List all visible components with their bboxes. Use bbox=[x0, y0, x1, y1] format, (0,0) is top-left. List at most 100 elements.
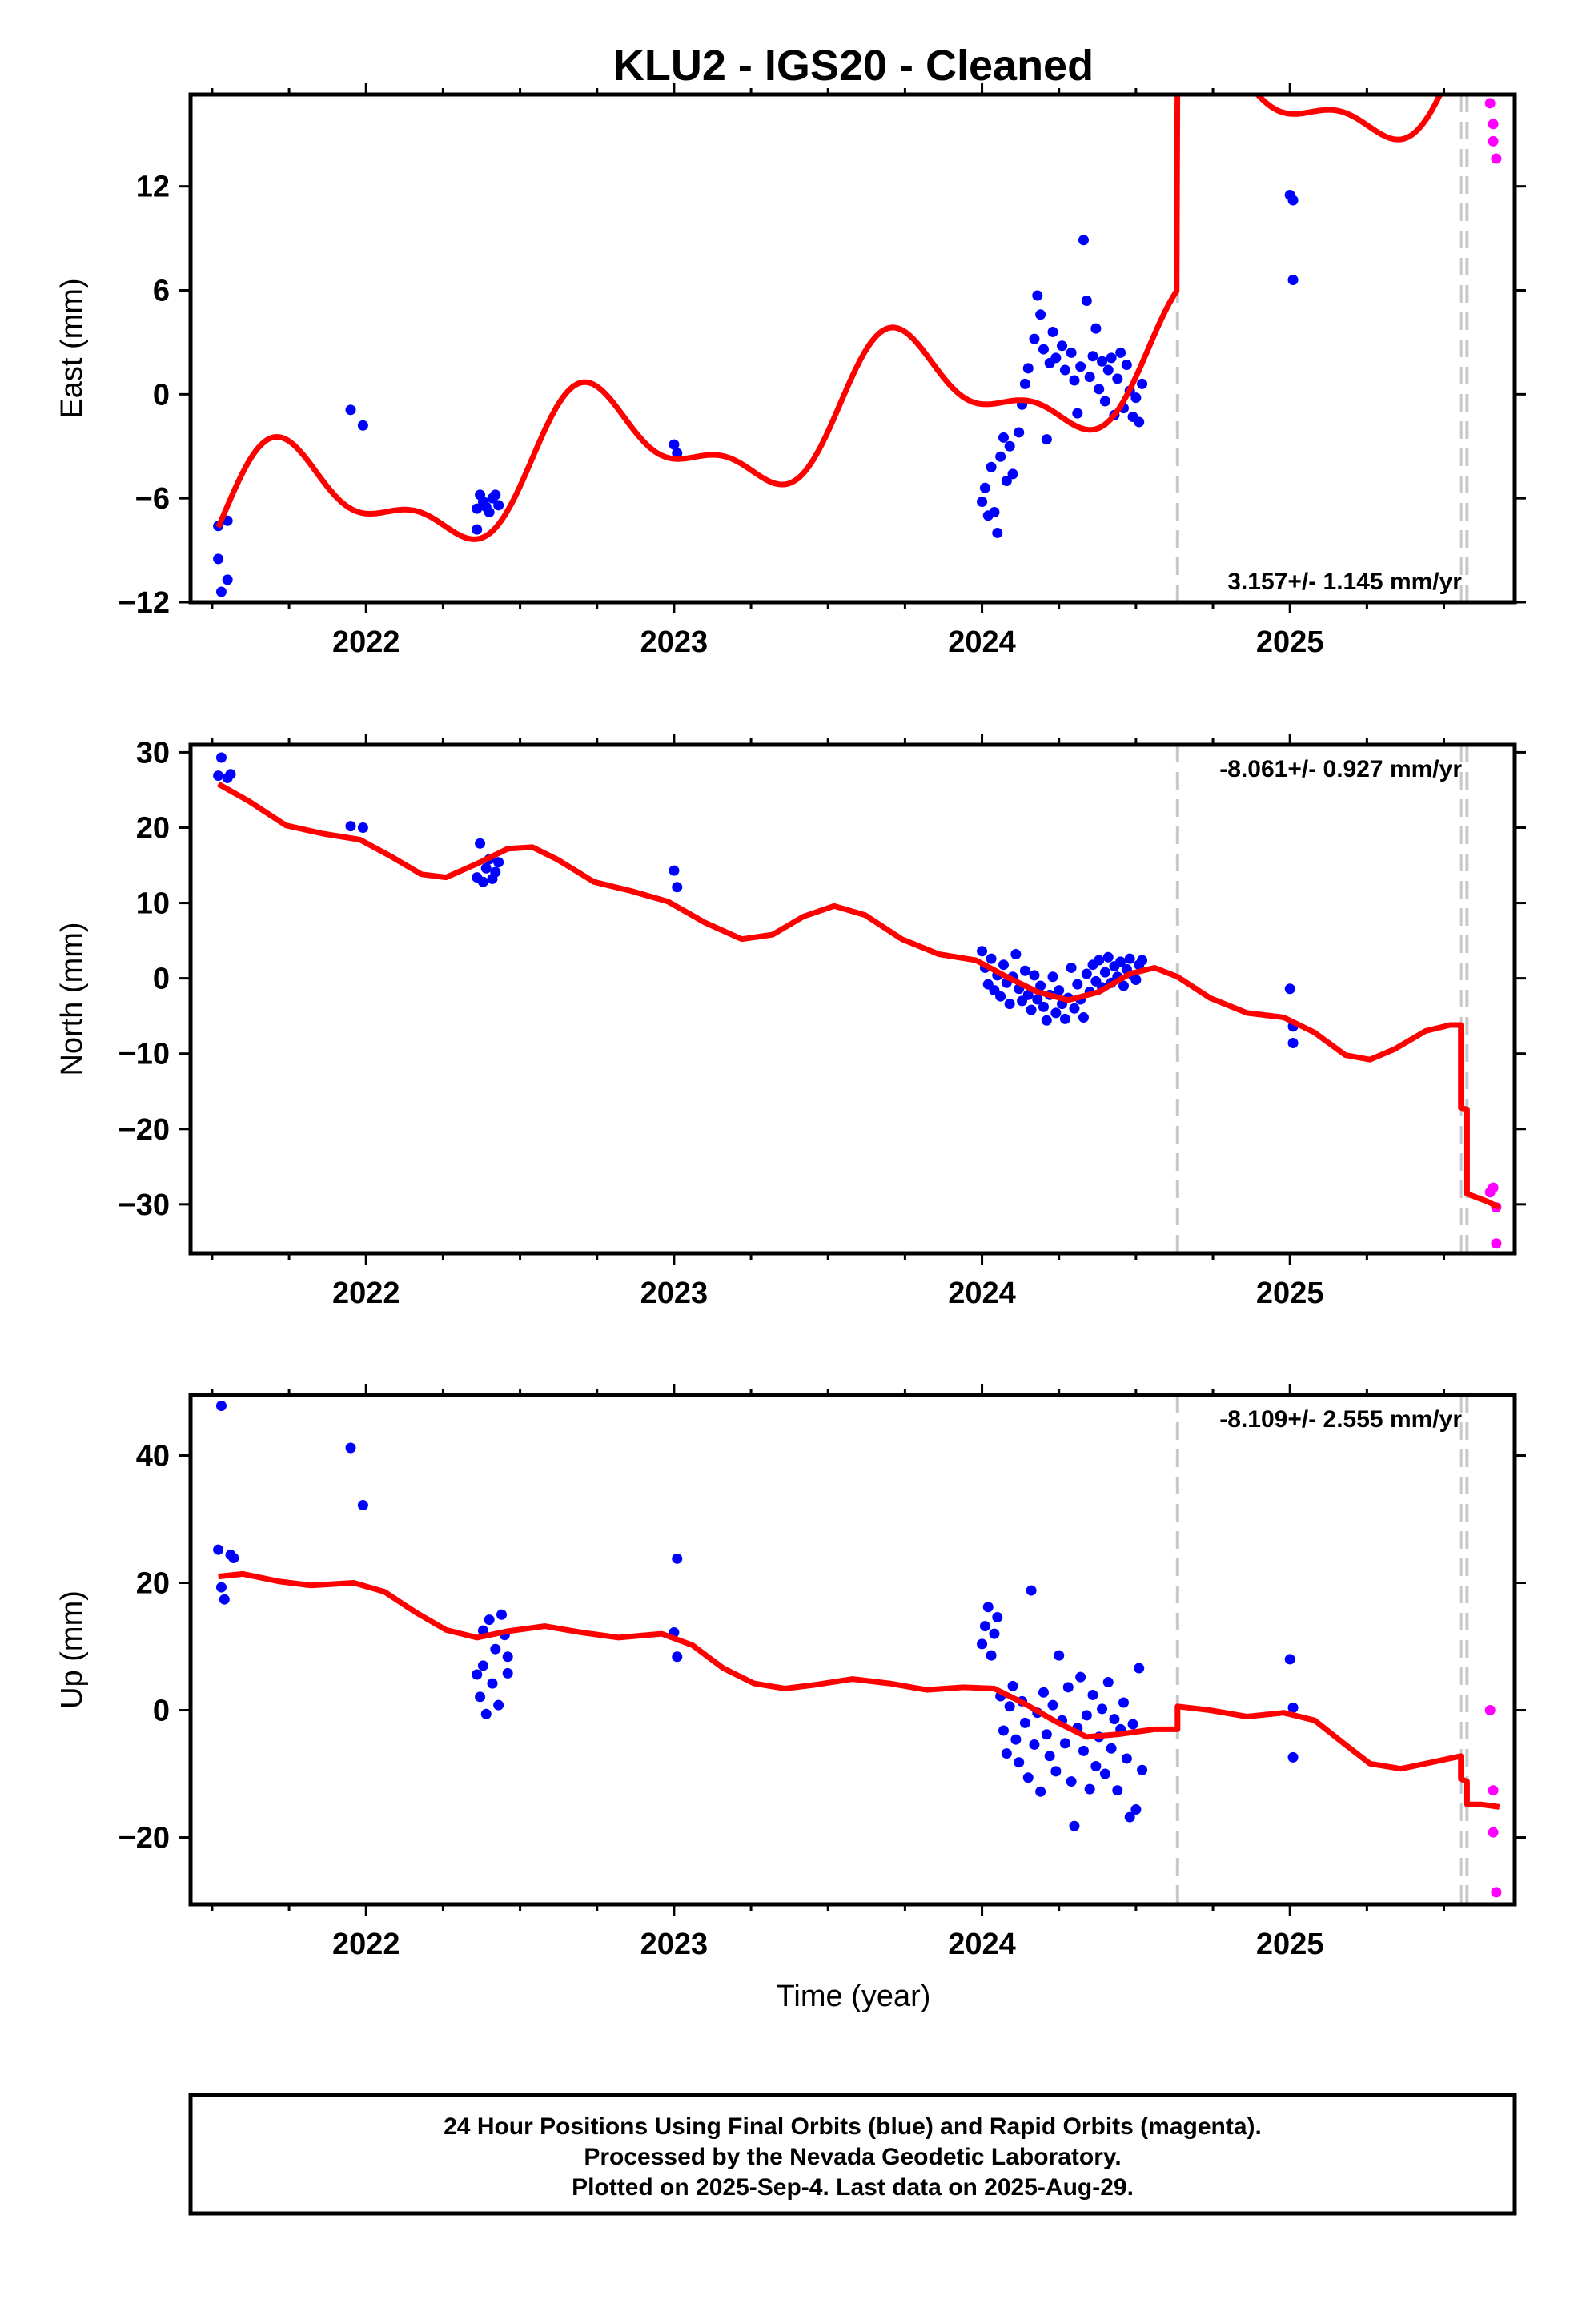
north-rapid-point-1 bbox=[1488, 1182, 1499, 1193]
east-final-point-69 bbox=[1287, 275, 1299, 286]
up-final-point-63 bbox=[1097, 1703, 1108, 1715]
north-final-point-32 bbox=[1026, 1004, 1037, 1015]
north-final-point-27 bbox=[1010, 949, 1022, 960]
up-final-point-70 bbox=[1118, 1697, 1129, 1708]
up-final-point-39 bbox=[1022, 1772, 1034, 1783]
east-final-point-59 bbox=[1115, 347, 1126, 358]
up-final-point-71 bbox=[1121, 1753, 1132, 1764]
east-xtick-label: 2024 bbox=[948, 625, 1016, 659]
north-final-point-45 bbox=[1066, 962, 1077, 973]
north-final-point-69 bbox=[1284, 983, 1295, 995]
north-ytick-label: −30 bbox=[118, 1188, 170, 1222]
east-final-point-58 bbox=[1112, 373, 1123, 384]
up-final-point-6 bbox=[345, 1442, 356, 1454]
up-xtick-label: 2024 bbox=[948, 1928, 1016, 1961]
north-y-axis-label: North (mm) bbox=[55, 922, 89, 1076]
up-final-point-0 bbox=[213, 1544, 224, 1555]
east-final-point-24 bbox=[995, 451, 1006, 462]
north-ytick-label: 20 bbox=[136, 811, 170, 845]
figure-title: KLU2 - IGS20 - Cleaned bbox=[613, 42, 1094, 90]
footer-line-3: Plotted on 2025-Sep-4. Last data on 2025… bbox=[572, 2174, 1134, 2201]
north-final-point-12 bbox=[490, 866, 501, 878]
north-final-point-71 bbox=[1287, 1038, 1299, 1049]
east-final-point-23 bbox=[992, 527, 1003, 538]
north-xtick-label: 2022 bbox=[332, 1277, 400, 1310]
east-final-point-22 bbox=[989, 506, 1000, 517]
east-final-point-36 bbox=[1038, 344, 1049, 355]
up-final-point-22 bbox=[672, 1651, 683, 1663]
up-final-point-77 bbox=[1284, 1654, 1295, 1665]
up-final-point-16 bbox=[493, 1699, 504, 1711]
north-final-point-7 bbox=[475, 838, 486, 849]
east-final-point-14 bbox=[490, 489, 501, 501]
east-final-point-4 bbox=[222, 574, 233, 585]
up-final-point-19 bbox=[502, 1651, 513, 1663]
up-final-point-17 bbox=[496, 1609, 507, 1620]
north-ytick-label: 0 bbox=[153, 963, 170, 996]
up-final-point-27 bbox=[986, 1650, 997, 1661]
east-ytick-label: −12 bbox=[118, 586, 170, 620]
east-rapid-point-0 bbox=[1484, 98, 1496, 109]
up-final-point-54 bbox=[1069, 1820, 1080, 1831]
east-final-point-48 bbox=[1081, 295, 1092, 306]
east-final-point-15 bbox=[493, 500, 504, 511]
up-final-point-74 bbox=[1130, 1804, 1142, 1815]
up-final-point-79 bbox=[1287, 1751, 1299, 1763]
north-xtick-label: 2025 bbox=[1256, 1277, 1324, 1310]
up-final-point-29 bbox=[992, 1611, 1003, 1622]
up-final-point-56 bbox=[1075, 1671, 1086, 1683]
east-final-point-27 bbox=[1004, 440, 1015, 452]
north-final-point-0 bbox=[213, 770, 224, 782]
east-panel: 2022 2023 2024 2025 −12 −6 0 6 12 East (mm) 3.157+… bbox=[55, 83, 1526, 659]
up-rapid-point-0 bbox=[1484, 1705, 1496, 1716]
up-final-point-65 bbox=[1102, 1677, 1114, 1688]
up-xtick-label: 2025 bbox=[1256, 1928, 1324, 1961]
north-final-point-40 bbox=[1050, 1007, 1062, 1019]
east-final-point-53 bbox=[1097, 356, 1108, 367]
north-final-point-31 bbox=[1022, 989, 1034, 1000]
up-final-point-36 bbox=[1014, 1757, 1025, 1768]
north-final-point-14 bbox=[669, 865, 680, 876]
up-final-point-66 bbox=[1106, 1743, 1117, 1754]
east-final-point-5 bbox=[345, 404, 356, 416]
east-final-point-17 bbox=[672, 448, 683, 459]
up-final-point-26 bbox=[982, 1602, 994, 1613]
up-model-curve bbox=[218, 1570, 1500, 1810]
up-final-point-43 bbox=[1035, 1786, 1046, 1797]
up-ytick-label: 20 bbox=[136, 1567, 170, 1601]
panels: 2022 2023 2024 2025 −12 −6 0 6 12 East (mm) 3.157+… bbox=[55, 83, 1526, 1961]
north-final-point-64 bbox=[1124, 953, 1135, 964]
up-final-point-46 bbox=[1044, 1751, 1055, 1762]
north-xtick-label: 2024 bbox=[948, 1277, 1016, 1310]
east-xtick-label: 2025 bbox=[1256, 625, 1324, 659]
up-final-point-23 bbox=[672, 1553, 683, 1564]
east-final-point-32 bbox=[1022, 363, 1034, 374]
north-final-point-41 bbox=[1054, 985, 1065, 996]
north-final-point-33 bbox=[1029, 970, 1040, 981]
east-final-point-66 bbox=[1137, 378, 1148, 389]
up-final-point-7 bbox=[357, 1500, 368, 1511]
north-frame bbox=[188, 742, 1517, 1256]
up-final-point-24 bbox=[977, 1638, 988, 1650]
up-final-point-59 bbox=[1084, 1783, 1095, 1795]
footer-line-1: 24 Hour Positions Using Final Orbits (bl… bbox=[444, 2113, 1262, 2140]
east-ytick-label: 12 bbox=[136, 171, 170, 204]
up-final-point-53 bbox=[1066, 1776, 1077, 1787]
east-final-point-65 bbox=[1134, 416, 1145, 428]
east-final-point-12 bbox=[484, 506, 495, 517]
north-ytick-label: 10 bbox=[136, 887, 170, 921]
east-final-point-7 bbox=[472, 503, 483, 514]
up-xtick-label: 2023 bbox=[640, 1928, 709, 1961]
up-final-point-45 bbox=[1041, 1729, 1052, 1740]
east-rate-label: 3.157+/- 1.145 mm/yr bbox=[1227, 569, 1462, 595]
up-ytick-label: 0 bbox=[153, 1695, 170, 1728]
north-final-point-57 bbox=[1102, 951, 1114, 963]
footer-line-2: Processed by the Nevada Geodetic Laborat… bbox=[584, 2144, 1121, 2170]
east-final-point-46 bbox=[1075, 361, 1086, 372]
up-final-point-28 bbox=[989, 1628, 1000, 1639]
east-rapid-point-2 bbox=[1488, 135, 1499, 147]
north-final-point-46 bbox=[1069, 1003, 1080, 1014]
north-final-point-50 bbox=[1081, 968, 1092, 979]
north-final-point-22 bbox=[995, 991, 1006, 1002]
